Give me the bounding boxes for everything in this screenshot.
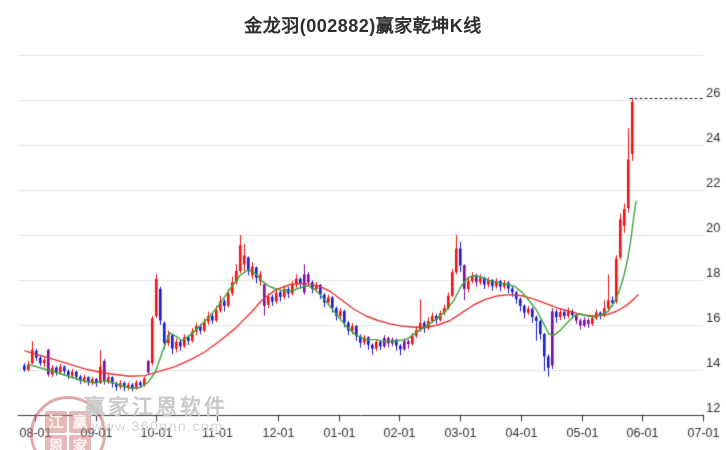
chart-title: 金龙羽(002882)赢家乾坤K线 [244,16,482,36]
